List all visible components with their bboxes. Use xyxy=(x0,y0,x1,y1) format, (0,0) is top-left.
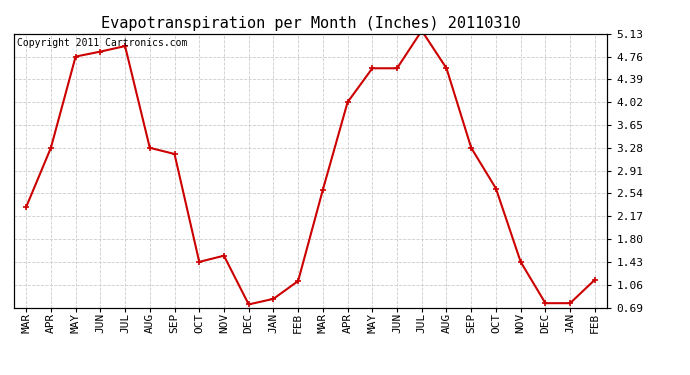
Text: Copyright 2011 Cartronics.com: Copyright 2011 Cartronics.com xyxy=(17,38,187,48)
Title: Evapotranspiration per Month (Inches) 20110310: Evapotranspiration per Month (Inches) 20… xyxy=(101,16,520,31)
